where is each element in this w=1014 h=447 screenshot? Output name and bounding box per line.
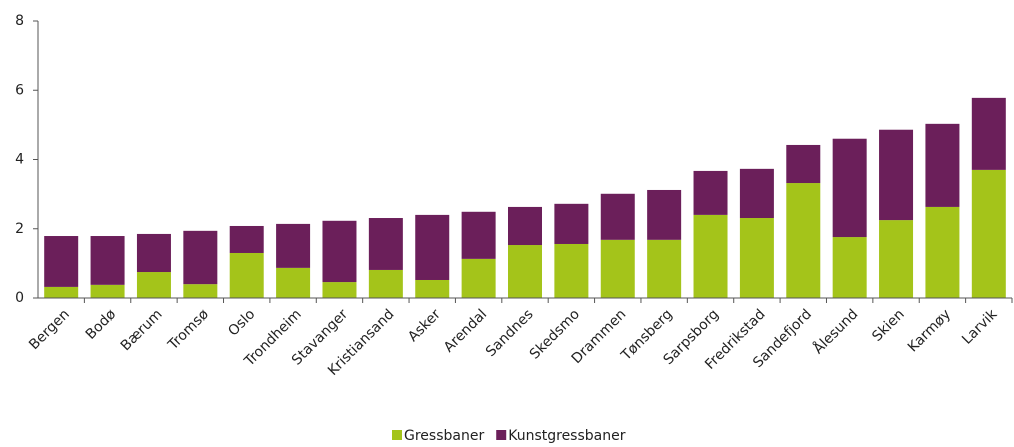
bar-segment (832, 237, 867, 298)
x-tick-label: Asker (405, 306, 444, 345)
y-tick-label: 8 (15, 13, 24, 29)
bar-segment (879, 129, 914, 221)
bar-segment (461, 211, 496, 259)
bar-segment (322, 282, 357, 298)
bar-segment (879, 220, 914, 298)
legend-swatch (496, 430, 507, 440)
bar-segment (786, 144, 821, 184)
bar-segment (508, 206, 542, 246)
x-tick-label: Karmøy (905, 306, 954, 355)
bar-segment (44, 286, 79, 298)
bar-segment (276, 223, 311, 268)
bar-segment (554, 203, 589, 244)
bar-segment (136, 233, 171, 273)
bar-segment (368, 218, 403, 270)
x-tick-label: Bodø (83, 306, 120, 343)
bar-segment (647, 189, 682, 240)
bar-segment (739, 218, 774, 298)
bar-segment (415, 214, 450, 280)
bar-segment (925, 123, 960, 207)
bar-segment (90, 236, 125, 285)
bar-segment (90, 284, 125, 298)
bar-segment (229, 225, 264, 253)
bar-segment (600, 193, 635, 240)
bar-segment (276, 267, 311, 298)
x-tick-label: Skien (869, 306, 907, 344)
bar-segment (183, 284, 218, 298)
x-tick-label: Oslo (225, 306, 258, 339)
y-tick-label: 4 (15, 152, 24, 168)
x-tick-label: Tromsø (165, 306, 213, 354)
y-tick-label: 0 (15, 290, 24, 306)
bar-segment (322, 220, 357, 283)
bar-segment (925, 206, 960, 298)
legend-swatch (392, 430, 402, 440)
x-tick-label: Ålesund (810, 306, 862, 358)
x-tick-label: Bærum (118, 306, 166, 354)
bar-segment (832, 138, 867, 238)
bar-segment (508, 245, 542, 298)
legend-label: Kunstgressbaner (508, 428, 626, 443)
bar-segment (183, 230, 218, 285)
y-tick-label: 6 (15, 82, 24, 98)
bar-segment (693, 214, 728, 298)
bar-segment (461, 258, 496, 298)
x-tick-label: Larvik (959, 306, 1001, 348)
bar-segment (136, 272, 171, 298)
bar-segment (786, 183, 821, 298)
x-tick-label: Bergen (26, 306, 73, 353)
bar-segment (739, 168, 774, 219)
y-tick-label: 2 (15, 221, 24, 237)
bar-segment (44, 236, 79, 287)
bar-segment (229, 252, 264, 298)
bar-segment (693, 170, 728, 215)
bar-segment (554, 243, 589, 298)
legend-label: Gressbaner (404, 428, 484, 443)
bar-segment (600, 239, 635, 298)
bar-segment (415, 279, 450, 298)
bar-segment (971, 97, 1006, 170)
bar-segment (647, 239, 682, 298)
bar-segment (971, 169, 1006, 298)
bar-segment (368, 269, 403, 298)
